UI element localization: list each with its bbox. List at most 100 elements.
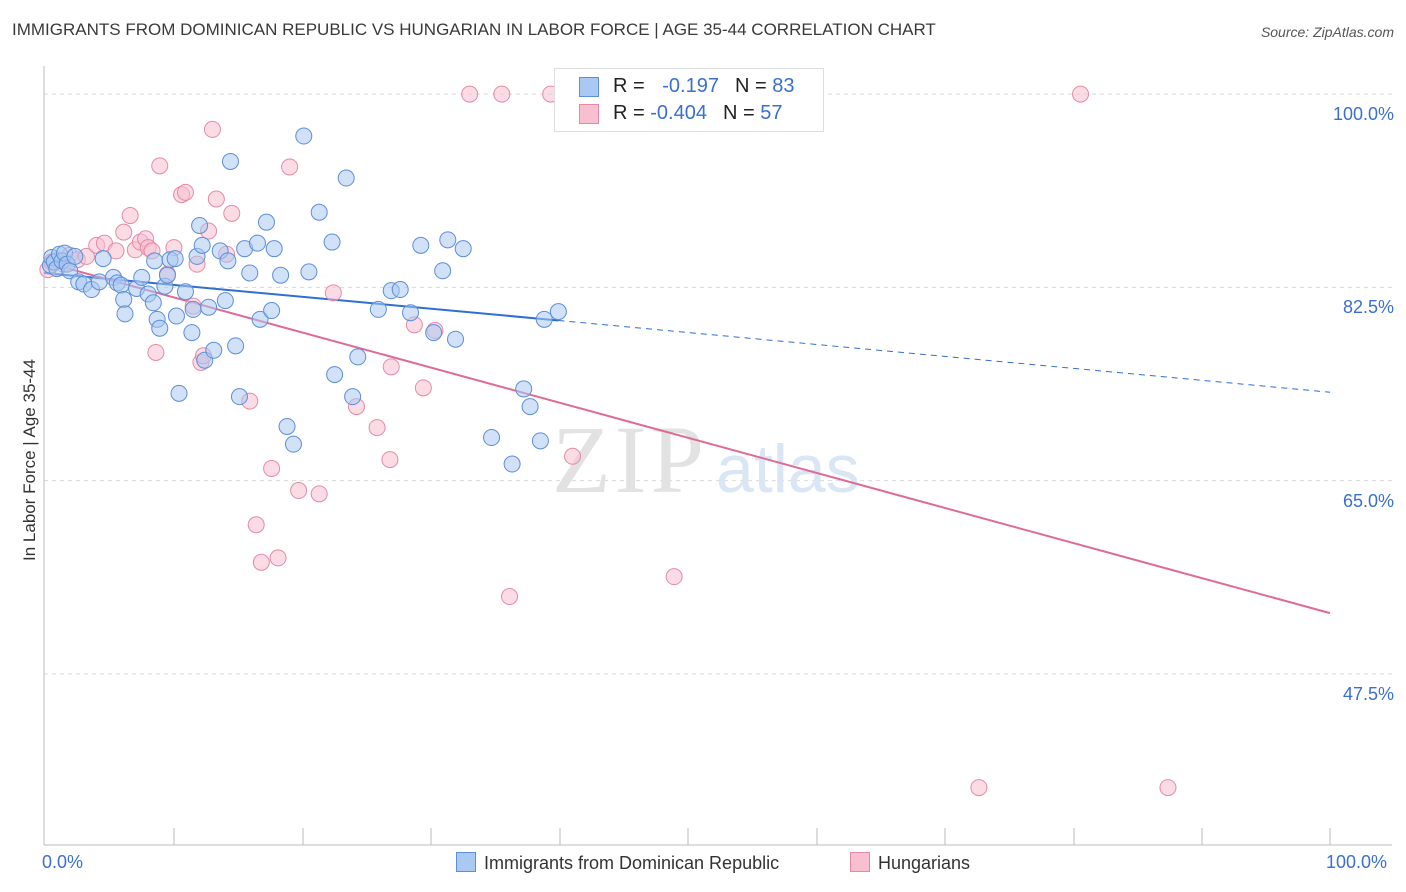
dominican-point [166,250,184,268]
hungarians-point [381,451,399,469]
hungarians-point [115,223,133,241]
dominican-point [549,303,567,321]
dominican-point [439,231,457,249]
dominican-point [265,240,283,258]
legend-item-hungarians[interactable]: Hungarians [850,852,970,874]
dominican-point [193,236,211,254]
dominican-point [272,266,290,284]
dominican-point [412,236,430,254]
hungarians-point [414,379,432,397]
hungarians-point [324,284,342,302]
dominican-point [300,263,318,281]
dominican-point [454,240,472,258]
hungarians-point [247,516,265,534]
hungarians-point [382,358,400,376]
n-label: N = [722,102,761,124]
legend-text-dominican: R = -0.197 N = 83 [613,75,794,98]
dominican-point [170,384,188,402]
hungarians-point [310,485,328,503]
trend-line-dominican-projection [558,319,1331,393]
hungarians-point [281,158,299,176]
hungarians-point [203,120,221,138]
dominican-point [151,319,169,337]
hungarians-point [461,85,479,103]
legend-swatch-hungarians [850,852,870,872]
dominican-point [447,330,465,348]
dominican-point [535,310,553,328]
dominican-point [158,266,176,284]
dominican-point [183,324,201,342]
y-tick-label: 100.0% [1332,104,1394,125]
dominican-point [284,435,302,453]
hungarians-point [368,419,386,437]
y-tick-label: 47.5% [1342,683,1394,704]
legend-item-dominican[interactable]: Immigrants from Dominican Republic [456,852,779,874]
legend-swatch-pink [579,104,599,124]
n-label: N = [734,75,773,97]
dominican-point [310,203,328,221]
dominican-point [391,281,409,299]
y-tick-label: 65.0% [1342,490,1394,511]
gridlines [44,93,1392,675]
hungarians-point [176,183,194,201]
hungarians-point [263,459,281,477]
dominican-point [66,247,84,265]
dominican-point [248,234,266,252]
hungarians-point [107,242,125,260]
hungarians-point [223,204,241,222]
watermark: ZIP atlas [552,406,860,513]
dominican-point [349,348,367,366]
n-value: 83 [772,75,795,97]
dominican-point [263,302,281,320]
legend-swatch-blue [579,77,599,97]
hungarians-point [493,85,511,103]
dominican-point [216,292,234,310]
dominican-point [133,268,151,286]
dominican-point [521,398,539,416]
axes [43,66,1392,846]
x-tick-label-max: 100.0% [1326,852,1388,872]
hungarians-point [269,549,287,567]
trend-lines [43,260,1331,615]
hungarians-point [207,190,225,208]
source-label: Source: ZipAtlas.com [1260,24,1394,40]
dominican-point [221,152,239,170]
dominican-point [344,388,362,406]
r-label: R = [613,102,651,124]
hungarians-point [501,588,519,606]
dominican-point [531,432,549,450]
watermark-atlas: atlas [716,431,860,507]
hungarians-point [121,207,139,225]
hungarians-point [147,343,165,361]
legend-label-hungarians: Hungarians [878,853,971,873]
dominican-point [219,252,237,270]
r-label: R = [613,75,651,97]
dominican-point [144,294,162,312]
legend-label-dominican: Immigrants from Dominican Republic [484,853,780,873]
hungarians-point [1072,85,1090,103]
dominican-point [227,337,245,355]
dominican-point [295,127,313,145]
dominican-point [278,417,296,435]
dominican-point [115,290,133,308]
hungarians-point [665,568,683,586]
dominican-point [323,233,341,251]
dominican-point [94,250,112,268]
legend-swatch-dominican [456,852,476,872]
dominican-point [200,298,218,316]
dominican-points [41,127,567,473]
trend-line-dominican [43,271,559,322]
dominican-point [251,310,269,328]
dominican-point [112,276,130,294]
dominican-point [176,283,194,301]
dominican-point [205,341,223,359]
trend-line-hungarians [43,260,1331,615]
r-value: -0.404 [650,102,707,124]
dominican-point [116,305,134,323]
x-tick-label-min: 0.0% [42,852,84,872]
r-value: -0.197 [662,75,719,97]
dominican-point [369,300,387,318]
hungarians-point [564,447,582,465]
dominican-point [184,300,202,318]
